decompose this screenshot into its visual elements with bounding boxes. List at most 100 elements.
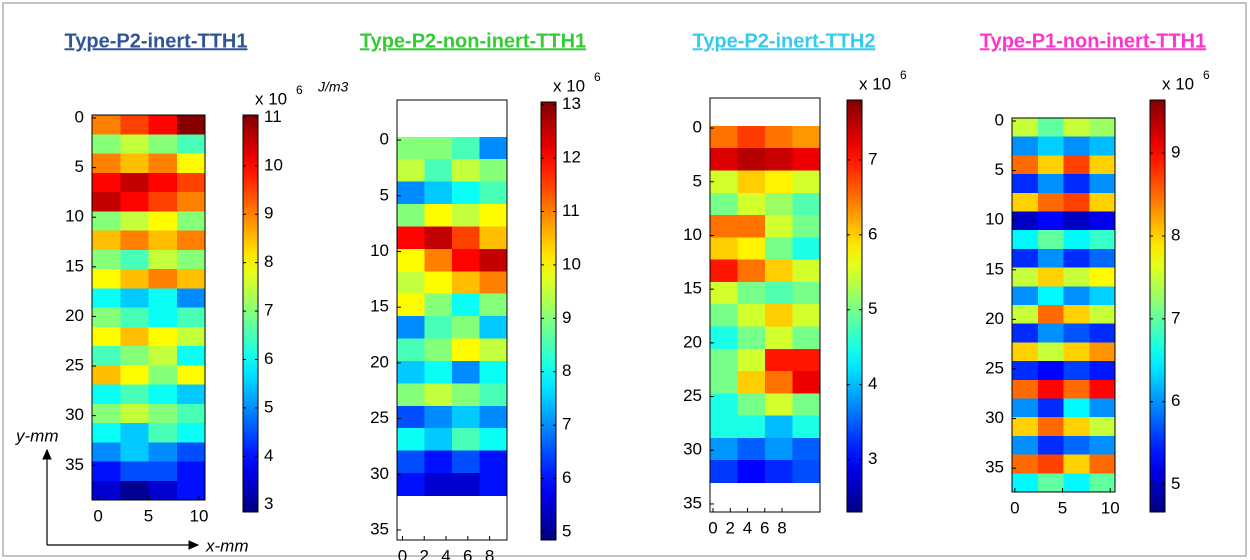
heat-cell xyxy=(148,461,178,482)
x-tick-label: 4 xyxy=(743,518,752,537)
heat-cell xyxy=(737,304,766,327)
heat-cell xyxy=(176,384,206,405)
colorbar-tick-label: 13 xyxy=(562,94,581,113)
heat-cell xyxy=(120,461,149,482)
colorbar-tick-label: 9 xyxy=(562,308,571,327)
colorbar-tick-label: 5 xyxy=(562,521,571,540)
heat-cell xyxy=(120,249,149,270)
heat-cell xyxy=(710,259,738,283)
heat-cell xyxy=(479,383,508,407)
heat-cell xyxy=(1037,248,1064,269)
heat-cell xyxy=(397,473,425,496)
heat-cell xyxy=(452,473,480,496)
heat-cell xyxy=(710,215,738,238)
heat-cell xyxy=(479,181,508,205)
heat-cell xyxy=(1012,473,1039,493)
heat-cell xyxy=(92,307,121,328)
colorbar-tick-label: 10 xyxy=(562,254,581,273)
y-tick-label: 15 xyxy=(370,297,389,316)
heat-cell xyxy=(424,428,453,452)
heat-cell xyxy=(1089,473,1116,493)
heat-cell xyxy=(176,346,206,366)
heat-cell xyxy=(452,271,480,295)
heat-cell xyxy=(737,148,766,171)
heat-cell xyxy=(120,211,149,231)
heat-cell xyxy=(92,153,121,174)
heat-cell xyxy=(1012,286,1039,306)
heat-cell xyxy=(765,148,793,171)
heat-cell xyxy=(148,153,178,174)
colorbar-tick-label: 6 xyxy=(868,224,877,243)
heat-cell xyxy=(1089,286,1116,306)
heat-cell xyxy=(176,172,206,193)
y-tick-label: 20 xyxy=(985,309,1004,328)
y-tick-label: 10 xyxy=(65,207,84,226)
heat-cell xyxy=(397,248,425,272)
heat-cell xyxy=(1037,211,1064,231)
heat-cell xyxy=(452,248,480,272)
y-tick-label: 5 xyxy=(995,160,1004,179)
heat-cell xyxy=(176,288,206,308)
heat-cell xyxy=(1089,323,1116,343)
heat-cell xyxy=(397,136,425,160)
heat-cell xyxy=(1089,118,1116,138)
heat-cell xyxy=(1063,267,1090,287)
heat-cell xyxy=(424,248,453,272)
heat-cell xyxy=(737,371,766,394)
heat-cell xyxy=(176,365,206,385)
heat-cell xyxy=(1063,417,1090,437)
colorbar-exponent: 6 xyxy=(1203,68,1210,82)
colorbar-tick-label: 11 xyxy=(562,201,580,220)
heat-cell xyxy=(452,383,480,407)
heat-cell xyxy=(765,460,793,483)
heat-cell xyxy=(792,460,821,483)
heat-cell xyxy=(792,237,821,261)
heat-cell xyxy=(148,346,178,366)
heat-cell xyxy=(479,338,508,362)
heat-cell xyxy=(176,461,206,482)
heat-cell xyxy=(148,269,178,289)
heat-cell xyxy=(1037,417,1064,437)
heat-cell xyxy=(1037,454,1064,474)
heat-cell xyxy=(1063,248,1090,269)
heat-cell xyxy=(1012,379,1039,399)
y-tick-label: 5 xyxy=(693,171,702,190)
heat-cell xyxy=(120,384,149,405)
heat-cell xyxy=(1063,361,1090,381)
heat-cell xyxy=(737,215,766,238)
heat-cell xyxy=(120,192,149,212)
heat-cell xyxy=(1063,230,1090,250)
y-tick-label: 5 xyxy=(75,157,84,176)
colorbar-tick-label: 8 xyxy=(264,252,273,271)
colorbar-tick-label: 3 xyxy=(264,494,273,513)
heat-cell xyxy=(765,281,793,305)
x-tick-label: 0 xyxy=(708,518,717,537)
heat-cell xyxy=(452,226,480,250)
heat-cell xyxy=(424,159,453,183)
x-tick-label: 2 xyxy=(419,546,428,560)
heat-cell xyxy=(765,393,793,417)
heat-cell xyxy=(397,405,425,429)
heat-cell xyxy=(397,360,425,384)
x-tick-label: 0 xyxy=(1010,498,1019,517)
heat-cell xyxy=(176,134,206,154)
heat-cell xyxy=(479,316,508,340)
heat-cell xyxy=(710,393,738,417)
heat-cell xyxy=(424,226,453,250)
heat-cell xyxy=(765,326,793,350)
heat-cell xyxy=(1089,174,1116,194)
heat-cell xyxy=(479,360,508,384)
heat-cell xyxy=(397,338,425,362)
x-axis-label: x-mm xyxy=(205,536,248,555)
y-tick-label: 25 xyxy=(683,386,702,405)
heat-cell xyxy=(92,172,121,193)
heat-cell xyxy=(737,460,766,483)
colorbar-tick-label: 3 xyxy=(868,449,877,468)
heat-cell xyxy=(1037,136,1064,156)
heat-cell xyxy=(710,192,738,216)
heat-cell xyxy=(120,288,149,308)
heat-cell xyxy=(1063,211,1090,231)
